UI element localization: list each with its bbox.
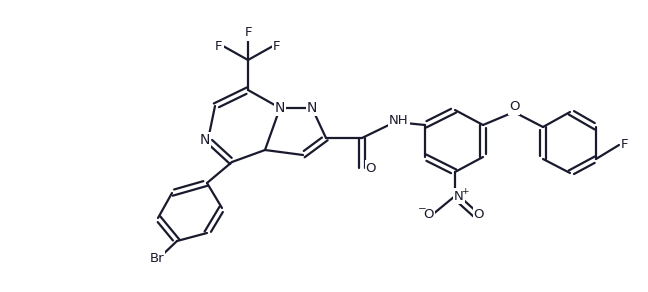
Text: F: F xyxy=(215,39,223,53)
Text: F: F xyxy=(621,138,629,152)
Text: +: + xyxy=(461,187,469,196)
Text: N: N xyxy=(454,190,464,202)
Text: N: N xyxy=(275,101,285,115)
Text: NH: NH xyxy=(389,114,409,126)
Text: Br: Br xyxy=(150,251,165,265)
Text: O: O xyxy=(474,208,484,222)
Text: F: F xyxy=(244,27,252,39)
Text: F: F xyxy=(273,39,281,53)
Text: N: N xyxy=(307,101,317,115)
Text: O: O xyxy=(424,208,434,222)
Text: −: − xyxy=(417,204,426,214)
Text: O: O xyxy=(509,100,519,114)
Text: N: N xyxy=(200,133,210,147)
Text: O: O xyxy=(365,161,376,175)
